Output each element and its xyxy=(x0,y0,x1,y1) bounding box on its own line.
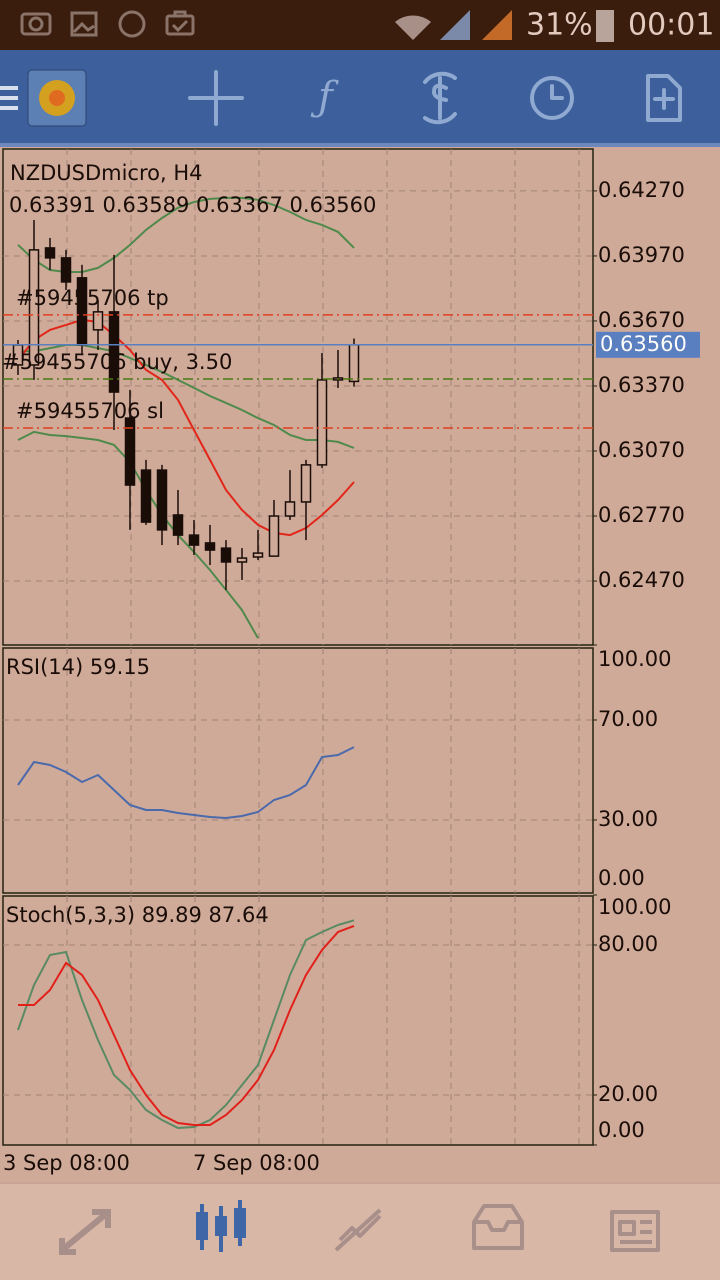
new-order-button[interactable] xyxy=(646,74,682,122)
chart-title: NZDUSDmicro, H4 xyxy=(10,161,203,185)
y-tick-label: 0.63970 xyxy=(598,243,685,267)
wifi-icon xyxy=(395,15,431,40)
toolbar-bg xyxy=(0,50,720,145)
crosshair-button[interactable] xyxy=(188,70,244,126)
notification-icons xyxy=(20,10,195,38)
y-tick-label: 30.00 xyxy=(598,807,658,831)
indicator-line xyxy=(17,919,355,1130)
candle-body xyxy=(60,257,72,283)
time-label: 3 Sep 08:00 xyxy=(3,1151,130,1175)
bottom-nav xyxy=(0,1182,720,1280)
candle-body xyxy=(156,469,168,531)
candle-body xyxy=(188,534,200,546)
signal-icon xyxy=(482,10,512,40)
candle-body xyxy=(348,344,360,383)
toolbar-border xyxy=(0,143,720,147)
y-tick-label: 20.00 xyxy=(598,1082,658,1106)
rsi-pane-frame xyxy=(2,647,594,894)
y-tick-label: 100.00 xyxy=(598,647,671,671)
nav-bg xyxy=(0,1182,720,1280)
status-bar: 31% 00:01 xyxy=(0,0,720,50)
indicator-line xyxy=(17,430,259,639)
indicator-line xyxy=(18,924,355,1126)
candle-body xyxy=(284,501,296,517)
y-tick-label: 0.63370 xyxy=(598,373,685,397)
chart-tab[interactable] xyxy=(196,1200,246,1252)
y-tick-label: 0.00 xyxy=(598,866,645,890)
candle-body xyxy=(300,464,312,503)
order-label: #59455706 buy, 3.50 xyxy=(2,350,232,374)
candle-body xyxy=(108,311,120,393)
y-tick-label: 70.00 xyxy=(598,707,658,731)
candle-body xyxy=(140,469,152,523)
bid-label: 0.63560 xyxy=(600,332,687,356)
toolbar: ƒ xyxy=(0,50,720,147)
indicator-line xyxy=(17,318,355,537)
candle-body xyxy=(172,514,184,536)
history-tab[interactable] xyxy=(472,1204,524,1250)
y-tick-label: 0.00 xyxy=(598,1118,645,1142)
candle-body xyxy=(92,311,104,331)
app-icon[interactable] xyxy=(27,69,87,127)
stoch-pane-frame xyxy=(2,895,594,1146)
y-tick-label: 100.00 xyxy=(598,895,671,919)
battery-text: 31% xyxy=(526,8,593,43)
y-tick-label: 0.64270 xyxy=(598,178,685,202)
period-button[interactable] xyxy=(530,76,574,120)
candle-body xyxy=(44,247,56,259)
indicator-line xyxy=(17,746,355,820)
battery-icon xyxy=(596,10,614,42)
price-pane-frame xyxy=(2,148,594,646)
candle-body xyxy=(316,379,328,466)
trade-tab[interactable] xyxy=(334,1208,382,1252)
y-tick-label: 80.00 xyxy=(598,932,658,956)
bid-label-bg xyxy=(596,331,700,358)
signal-icon xyxy=(440,10,470,40)
order-label: #59455706 sl xyxy=(16,399,164,423)
candle-body xyxy=(28,249,40,366)
candle-body xyxy=(236,557,248,563)
time-label: 7 Sep 08:00 xyxy=(193,1151,320,1175)
nav-border xyxy=(0,1182,720,1184)
y-tick-label: 0.62770 xyxy=(598,503,685,527)
y-tick-label: 0.63670 xyxy=(598,308,685,332)
chart-title: RSI(14) 59.15 xyxy=(6,655,150,679)
candle-body xyxy=(252,552,264,558)
candle-body xyxy=(204,542,216,551)
y-tick-label: 0.62470 xyxy=(598,568,685,592)
plots: 0.64270 0.63970 0.63670 0.63370 0.63070 0.627… xyxy=(2,149,700,1146)
chart-subtitle: 0.63391 0.63589 0.63367 0.63560 xyxy=(9,193,376,217)
trade-button[interactable] xyxy=(423,71,457,125)
candle-body xyxy=(268,515,280,557)
order-label: #59455706 tp xyxy=(16,286,169,310)
candle-body xyxy=(220,547,232,563)
news-tab[interactable] xyxy=(610,1210,660,1252)
quotes-tab[interactable] xyxy=(59,1209,111,1255)
chart-title: Stoch(5,3,3) 89.89 87.64 xyxy=(6,903,269,927)
indicator-line xyxy=(17,196,355,273)
candle-body xyxy=(124,417,136,486)
menu-button[interactable] xyxy=(0,86,18,110)
y-tick-label: 0.63070 xyxy=(598,438,685,462)
clock: 00:01 xyxy=(628,8,714,43)
